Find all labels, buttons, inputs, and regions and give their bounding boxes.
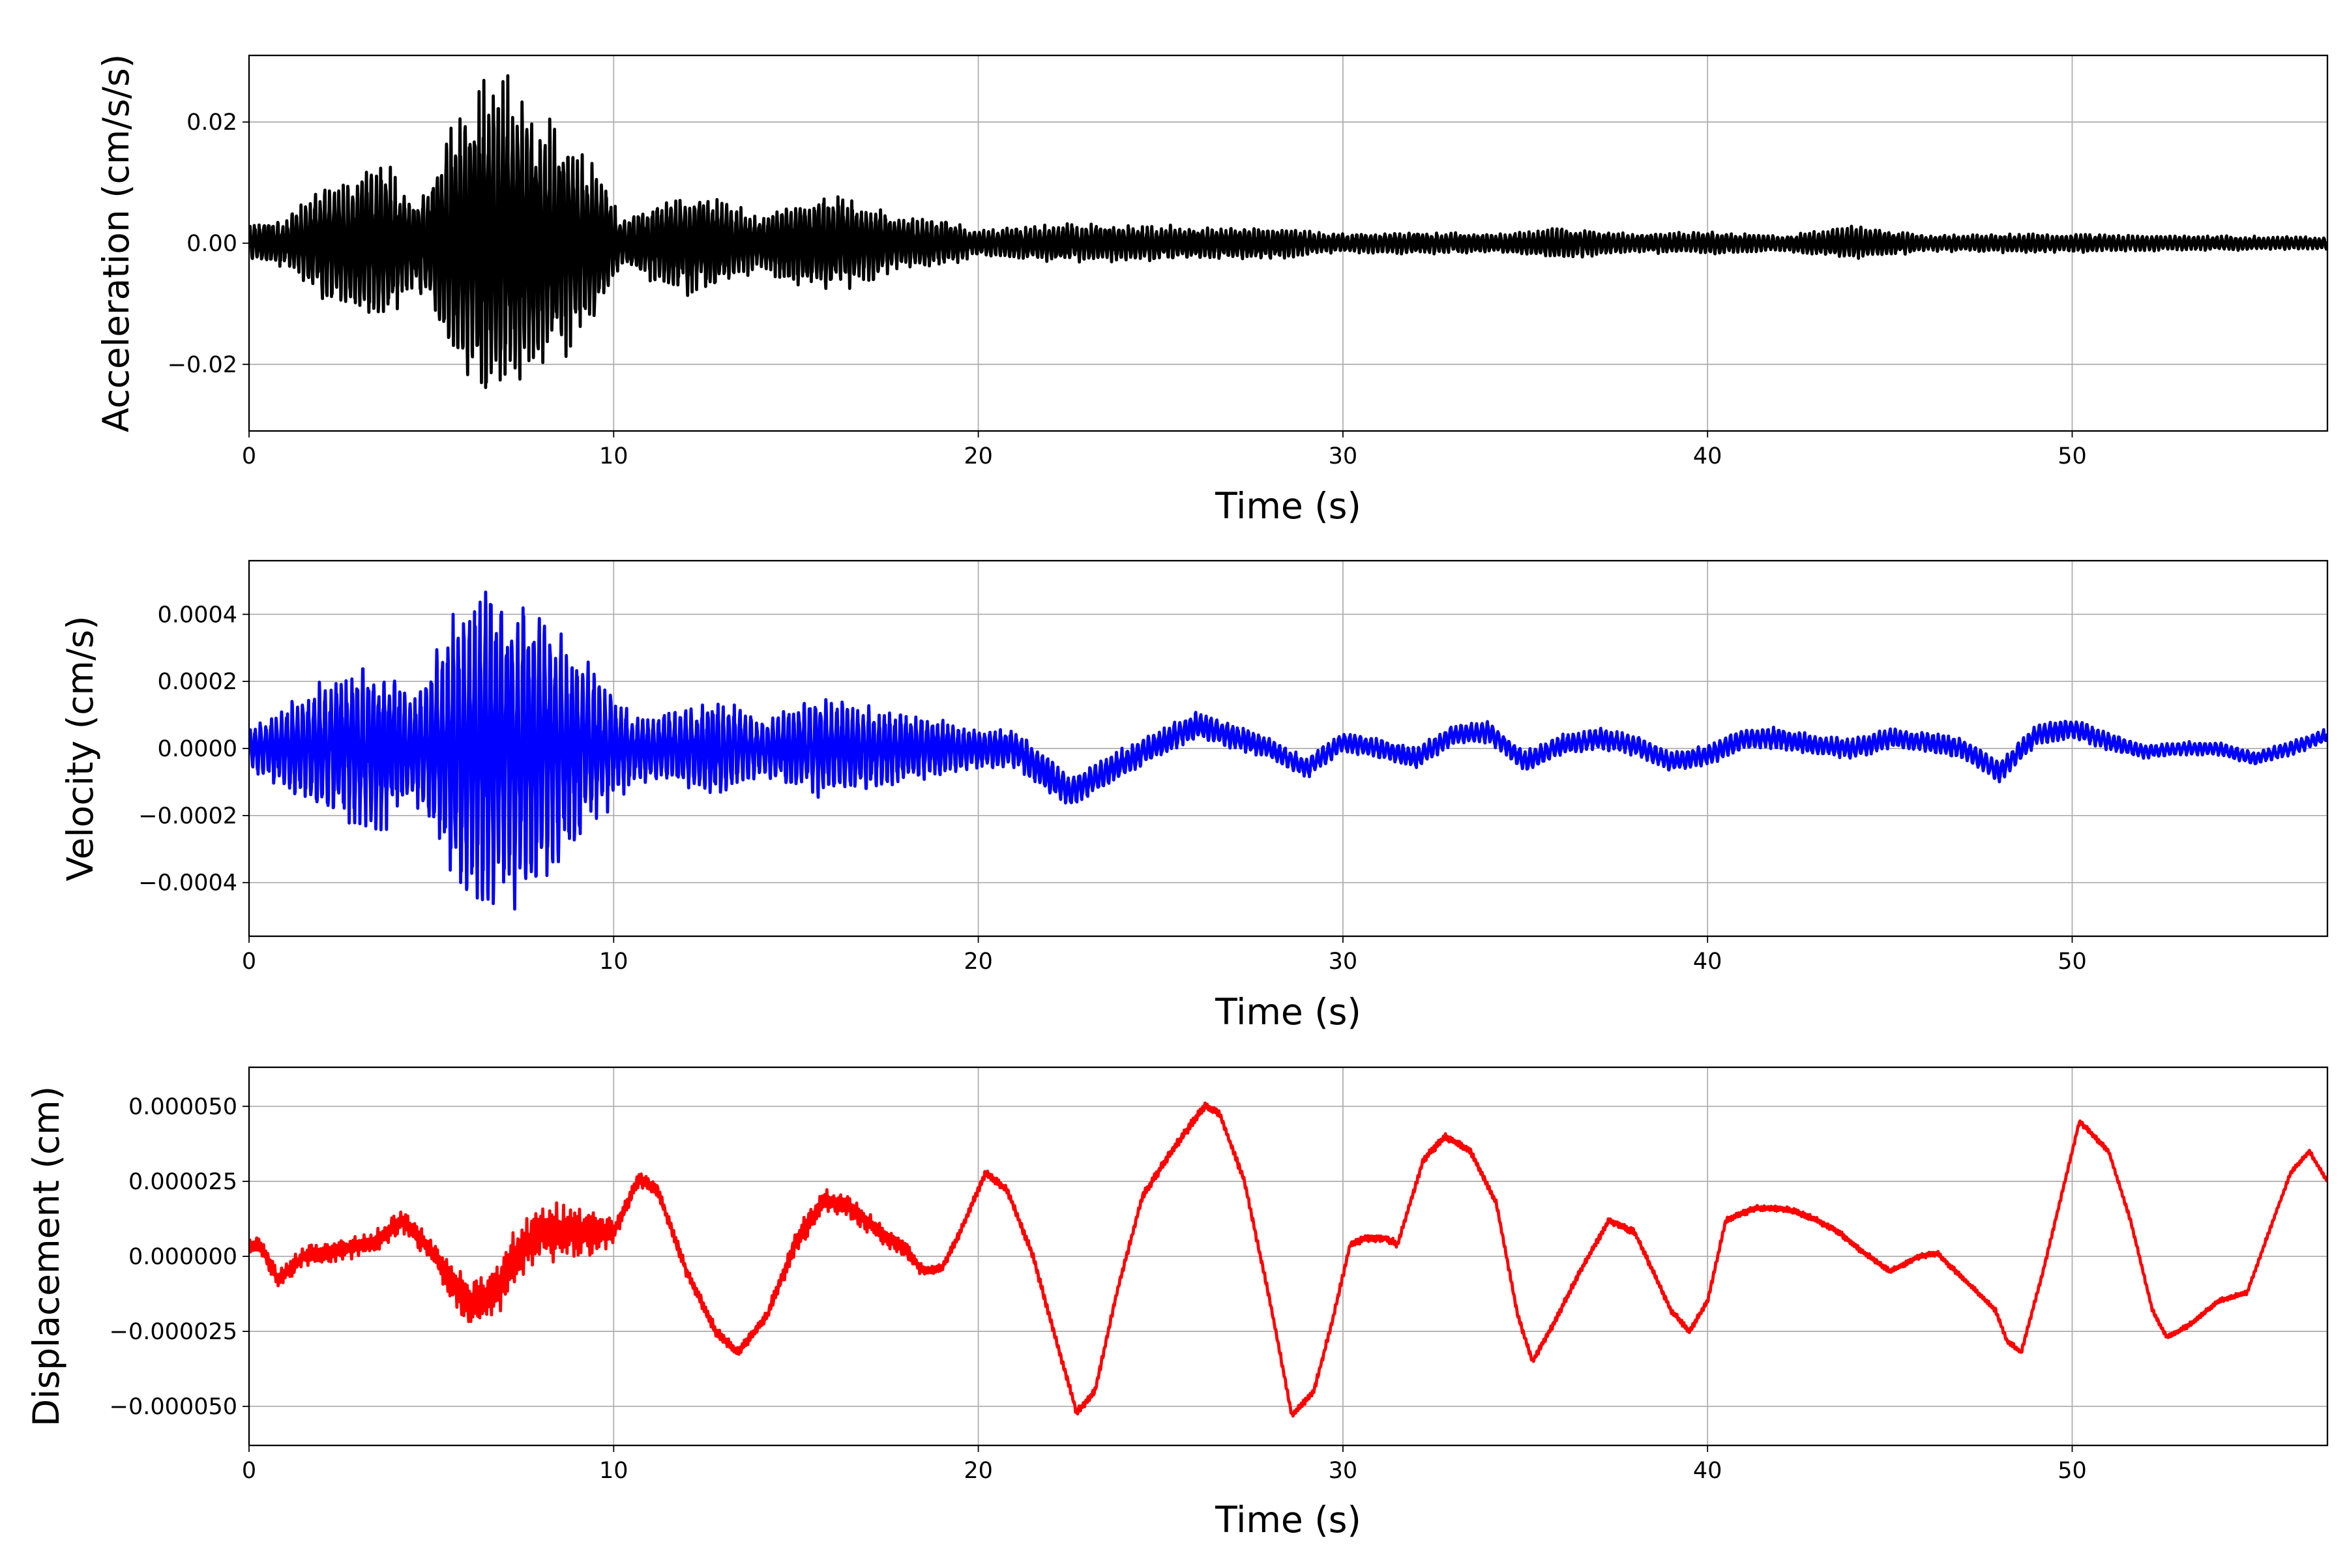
velocity-x-tick-label: 20 <box>964 949 993 975</box>
velocity-x-axis-label: Time (s) <box>1215 991 1361 1033</box>
acceleration-y-axis-label: Acceleration (cm/s/s) <box>95 54 137 432</box>
displacement-x-tick-label: 20 <box>964 1458 993 1484</box>
velocity-y-tick-label: 0.0002 <box>158 669 237 695</box>
acceleration-panel: 0 10 20 30 40 50 −0.02 0.00 0.02 Time (s) Accele… <box>95 54 2329 527</box>
velocity-x-tick-label: 50 <box>2058 949 2087 975</box>
displacement-x-tick-label: 50 <box>2058 1458 2087 1484</box>
displacement-y-tick-label: −0.000050 <box>110 1394 237 1420</box>
displacement-panel: 0 10 20 30 40 50 −0.000050 −0.000025 0.000000 0.0… <box>25 1066 2329 1541</box>
acceleration-x-tick-label: 0 <box>242 443 256 469</box>
acceleration-ticks: 0 10 20 30 40 50 −0.02 0.00 0.02 <box>168 110 2087 469</box>
velocity-series-line <box>249 590 2327 911</box>
displacement-y-tick-label: −0.000025 <box>110 1319 237 1345</box>
displacement-y-axis-label: Displacement (cm) <box>25 1086 67 1427</box>
displacement-y-tick-label: 0.000025 <box>128 1169 237 1195</box>
displacement-y-tick-label: 0.000000 <box>128 1244 237 1270</box>
velocity-y-tick-label: −0.0004 <box>138 870 237 896</box>
acceleration-x-tick-label: 30 <box>1329 443 1358 469</box>
displacement-x-tick-label: 10 <box>599 1458 628 1484</box>
displacement-axes-frame <box>248 1066 2329 1447</box>
acceleration-y-tick-label: −0.02 <box>168 352 237 378</box>
displacement-series-line <box>249 1101 2327 1418</box>
acceleration-x-tick-label: 40 <box>1693 443 1722 469</box>
displacement-x-tick-label: 0 <box>242 1458 256 1484</box>
acceleration-x-tick-label: 50 <box>2058 443 2087 469</box>
acceleration-y-tick-label: 0.02 <box>186 110 237 136</box>
acceleration-x-axis-label: Time (s) <box>1215 485 1361 527</box>
displacement-x-axis-label: Time (s) <box>1215 1499 1361 1541</box>
velocity-panel: 0 10 20 30 40 50 −0.0004 −0.0002 0.0000 0.0002 0.0… <box>59 559 2329 1033</box>
velocity-y-tick-label: 0.0004 <box>158 602 237 628</box>
displacement-y-tick-label: 0.000050 <box>128 1094 237 1120</box>
velocity-axes-frame <box>248 559 2329 938</box>
displacement-ticks: 0 10 20 30 40 50 −0.000050 −0.000025 0.000000 0.0… <box>110 1094 2087 1484</box>
velocity-x-tick-label: 0 <box>242 949 256 975</box>
displacement-grid <box>249 1067 2327 1445</box>
velocity-x-tick-label: 40 <box>1693 949 1722 975</box>
velocity-y-axis-label: Velocity (cm/s) <box>59 615 101 881</box>
velocity-x-tick-label: 30 <box>1329 949 1358 975</box>
acceleration-axes-frame <box>248 54 2329 432</box>
velocity-y-tick-label: −0.0002 <box>138 803 237 829</box>
displacement-x-tick-label: 30 <box>1329 1458 1358 1484</box>
acceleration-y-tick-label: 0.00 <box>186 231 237 257</box>
velocity-ticks: 0 10 20 30 40 50 −0.0004 −0.0002 0.0000 0.0002 0.0… <box>138 602 2087 975</box>
acceleration-x-tick-label: 20 <box>964 443 993 469</box>
velocity-x-tick-label: 10 <box>599 949 628 975</box>
displacement-x-tick-label: 40 <box>1693 1458 1722 1484</box>
velocity-y-tick-label: 0.0000 <box>158 736 237 762</box>
acceleration-series-line <box>249 74 2327 389</box>
acceleration-x-tick-label: 10 <box>599 443 628 469</box>
